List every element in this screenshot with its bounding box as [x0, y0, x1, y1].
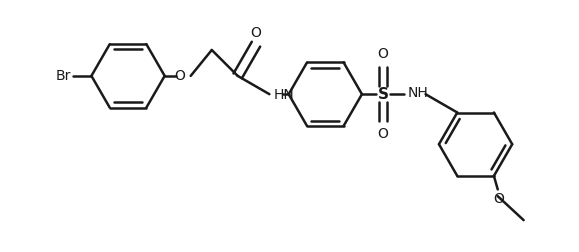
Text: HN: HN: [273, 88, 294, 102]
Text: O: O: [378, 47, 389, 61]
Text: S: S: [378, 87, 389, 102]
Text: O: O: [251, 26, 262, 40]
Text: Br: Br: [56, 69, 71, 83]
Text: O: O: [378, 127, 389, 141]
Text: NH: NH: [407, 86, 428, 100]
Text: O: O: [493, 192, 504, 206]
Text: O: O: [175, 69, 185, 83]
